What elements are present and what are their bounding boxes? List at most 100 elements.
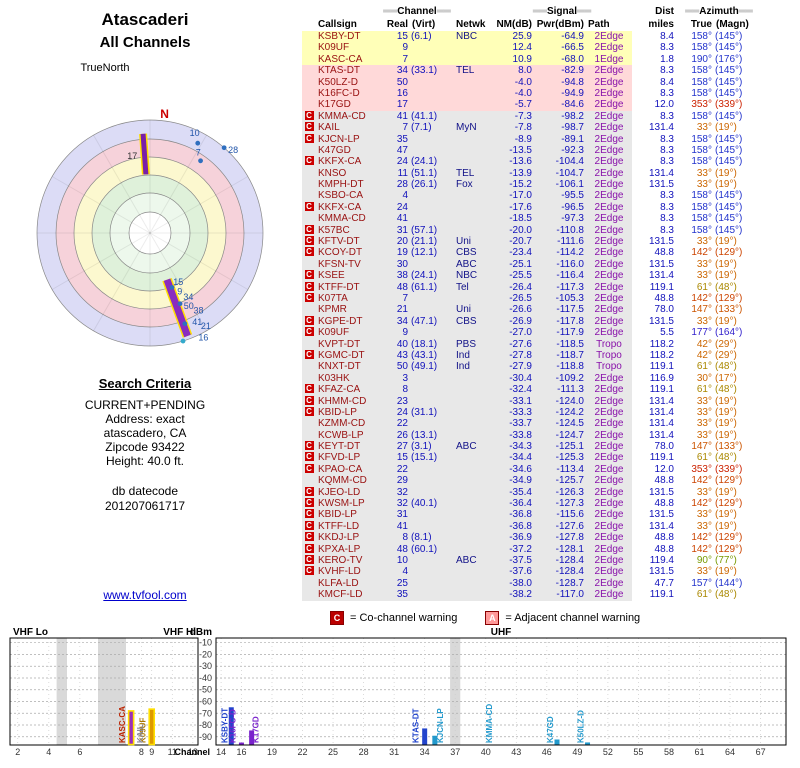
callsign-link[interactable]: KMCF-LD xyxy=(316,589,380,601)
callsign-link[interactable]: K09UF xyxy=(316,42,380,54)
callsign-link[interactable]: KFSN-TV xyxy=(316,258,380,271)
callsign-link[interactable]: K17GD xyxy=(316,99,380,111)
callsign-link[interactable]: KFAZ-CA xyxy=(316,384,380,396)
callsign-link[interactable]: KMPH-DT xyxy=(316,179,380,191)
callsign-link[interactable]: KMMA-CD xyxy=(316,110,380,123)
radar-bar xyxy=(140,133,149,175)
noise-margin: -36.4 xyxy=(492,498,534,510)
virtual-channel: (6.1) xyxy=(410,31,454,43)
callsign-link[interactable]: K57BC xyxy=(316,224,380,237)
network xyxy=(454,384,492,396)
distance: 8.3 xyxy=(660,224,674,236)
callsign-link[interactable]: KBID-LP xyxy=(316,406,380,419)
real-channel: 31 xyxy=(380,224,410,237)
power: -82.9 xyxy=(534,65,586,77)
power: -128.4 xyxy=(534,566,586,578)
callsign-link[interactable]: KTFF-LD xyxy=(316,520,380,533)
radar-dot xyxy=(195,140,201,146)
callsign-link[interactable]: KPMR xyxy=(316,304,380,316)
callsign-link[interactable]: KJEO-LD xyxy=(316,486,380,499)
distance: 131.5 xyxy=(648,236,674,248)
callsign-link[interactable]: KKFX-CA xyxy=(316,156,380,168)
bar-callsign-label: KAIL xyxy=(136,724,145,743)
callsign-link[interactable]: KGPE-DT xyxy=(316,315,380,328)
callsign-link[interactable]: KVPT-DT xyxy=(316,338,380,350)
table-row: KLFA-LD 25 -38.0 -128.7 2Edge 47.7 157° (144°) xyxy=(302,577,772,590)
power: -66.5 xyxy=(534,42,586,54)
callsign-link[interactable]: KTAS-DT xyxy=(316,65,380,77)
co-channel-warning-badge: C xyxy=(304,441,314,451)
callsign-link[interactable]: KJCN-LP xyxy=(316,133,380,145)
power: -118.7 xyxy=(534,349,586,362)
callsign-link[interactable]: KNXT-DT xyxy=(316,361,380,373)
network: Uni xyxy=(454,304,492,316)
azimuth-true: 61° xyxy=(696,384,712,396)
noise-margin: -33.7 xyxy=(492,418,534,430)
callsign-link[interactable]: KLFA-LD xyxy=(316,577,380,590)
network: PBS xyxy=(454,338,492,350)
callsign-link[interactable]: KAIL xyxy=(316,122,380,134)
callsign-link[interactable]: KTFF-DT xyxy=(316,281,380,293)
azimuth-true: 158° xyxy=(691,42,712,54)
signal-bar xyxy=(228,707,234,745)
callsign-link[interactable]: KQMM-CD xyxy=(316,475,380,487)
noise-margin: -18.5 xyxy=(492,213,534,225)
callsign-link[interactable]: K50LZ-D xyxy=(316,76,380,88)
vhf-hi-title: VHF Hi xyxy=(163,627,196,638)
callsign-link[interactable]: KEYT-DT xyxy=(316,441,380,453)
callsign-link[interactable]: KVHF-LD xyxy=(316,566,380,578)
bar-callsign-label: K16FC-D xyxy=(228,709,237,743)
callsign-link[interactable]: K07TA xyxy=(316,292,380,305)
callsign-link[interactable]: KWSM-LP xyxy=(316,498,380,510)
callsign-link[interactable]: KFVD-LP xyxy=(316,452,380,464)
azimuth-magnetic: (29°) xyxy=(715,338,737,350)
path: 2Edge xyxy=(586,463,632,476)
callsign-link[interactable]: KKFX-CA xyxy=(316,201,380,214)
radar-channel-label: 9 xyxy=(177,286,182,296)
real-channel: 29 xyxy=(380,475,410,487)
x-tick-label: 64 xyxy=(725,747,735,757)
callsign-link[interactable]: K16FC-D xyxy=(316,87,380,100)
azimuth-true: 147° xyxy=(691,441,712,453)
callsign-link[interactable]: KZMM-CD xyxy=(316,418,380,430)
callsign-link[interactable]: KKDJ-LP xyxy=(316,532,380,544)
table-row: C KEYT-DT 27 (3.1) ABC -34.3 -125.1 2Edge 78.0 14… xyxy=(302,441,772,453)
real-channel: 17 xyxy=(380,99,410,111)
callsign-link[interactable]: KMMA-CD xyxy=(316,213,380,225)
callsign-link[interactable]: KCOY-DT xyxy=(316,247,380,259)
real-channel: 7 xyxy=(380,292,410,305)
callsign-link[interactable]: KHMM-CD xyxy=(316,395,380,407)
spectrum-gap-band xyxy=(56,638,67,745)
callsign-link[interactable]: KERO-TV xyxy=(316,554,380,567)
callsign-link[interactable]: K03HK xyxy=(316,372,380,385)
callsign-link[interactable]: KSEE xyxy=(316,270,380,282)
distance: 5.5 xyxy=(660,327,674,339)
callsign-link[interactable]: KASC-CA xyxy=(316,53,380,66)
power: -104.7 xyxy=(534,167,586,180)
radar-channel-label: 28 xyxy=(228,145,238,155)
callsign-link[interactable]: KPXA-LP xyxy=(316,543,380,555)
callsign-link[interactable]: KCWB-LP xyxy=(316,429,380,442)
callsign-link[interactable]: K47GD xyxy=(316,144,380,157)
callsign-link[interactable]: KFTV-DT xyxy=(316,236,380,248)
page-title: Atascaderi xyxy=(101,10,189,29)
azimuth-true: 33° xyxy=(696,258,712,270)
search-criteria-heading: Search Criteria xyxy=(98,376,192,391)
network xyxy=(454,429,492,442)
callsign-link[interactable]: KBID-LP xyxy=(316,509,380,521)
callsign-link[interactable]: K09UF xyxy=(316,327,380,339)
azimuth-true: 61° xyxy=(696,361,712,373)
callsign-link[interactable]: KSBY-DT xyxy=(316,31,380,43)
callsign-link[interactable]: KGMC-DT xyxy=(316,349,380,362)
azimuth-magnetic: (339°) xyxy=(715,463,743,475)
table-row: C KKFX-CA 24 (24.1) -13.6 -104.4 2Edge 8.3 158°(… xyxy=(302,156,772,168)
callsign-link[interactable]: KPAO-CA xyxy=(316,463,380,476)
distance: 131.5 xyxy=(648,179,674,191)
tvfool-link[interactable]: www.tvfool.com xyxy=(103,588,187,602)
callsign-link[interactable]: KSBO-CA xyxy=(316,190,380,202)
azimuth-magnetic: (48°) xyxy=(715,384,737,396)
real-channel: 15 xyxy=(380,452,410,464)
table-row: KNXT-DT 50 (49.1) Ind -27.9 -118.8 Tropo 119.1 6… xyxy=(302,361,772,373)
signal-group-header: Signal xyxy=(492,5,632,18)
callsign-link[interactable]: KNSO xyxy=(316,167,380,180)
